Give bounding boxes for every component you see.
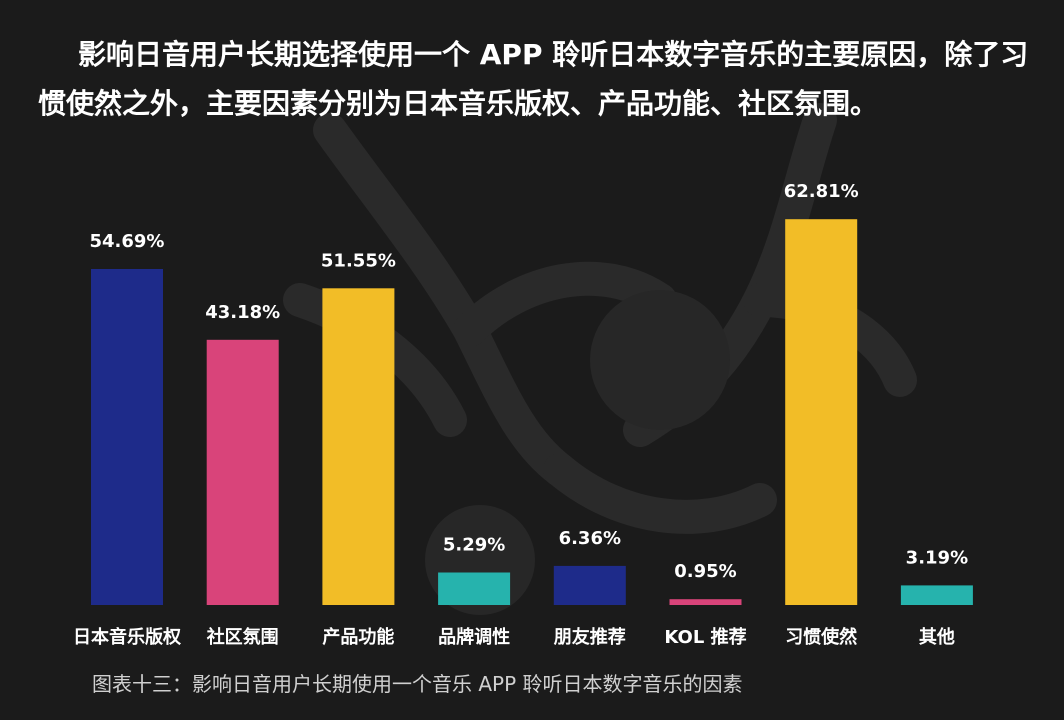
intro-paragraph: 影响日音用户长期选择使用一个 APP 聆听日本数字音乐的主要原因，除了习惯使然之… [38,38,1029,120]
bar-2 [322,288,395,605]
category-label-3: 品牌调性 [438,626,510,648]
bar-1 [206,339,279,605]
bar-3 [438,572,511,605]
figure-caption: 图表十三：影响日音用户长期使用一个音乐 APP 聆听日本数字音乐的因素 [92,672,743,696]
value-label-2: 51.55% [321,250,396,271]
category-label-4: 朋友推荐 [554,626,626,648]
category-label-7: 其他 [919,626,955,648]
category-label-6: 习惯使然 [785,626,857,648]
category-label-5: KOL 推荐 [664,626,746,648]
value-label-6: 62.81% [784,181,859,202]
category-label-0: 日本音乐版权 [73,626,182,648]
bar-7 [900,585,973,605]
value-label-0: 54.69% [90,231,165,252]
bar-0 [91,269,163,605]
bar-6 [785,219,858,605]
value-label-4: 6.36% [559,528,621,549]
bar-4 [553,565,626,605]
value-label-7: 3.19% [906,547,968,568]
category-label-2: 产品功能 [322,626,394,648]
value-label-3: 5.29% [443,535,505,556]
value-label-5: 0.95% [674,561,736,582]
category-label-1: 社区氛围 [207,626,279,648]
bar-5 [669,599,742,605]
value-label-1: 43.18% [205,302,280,323]
